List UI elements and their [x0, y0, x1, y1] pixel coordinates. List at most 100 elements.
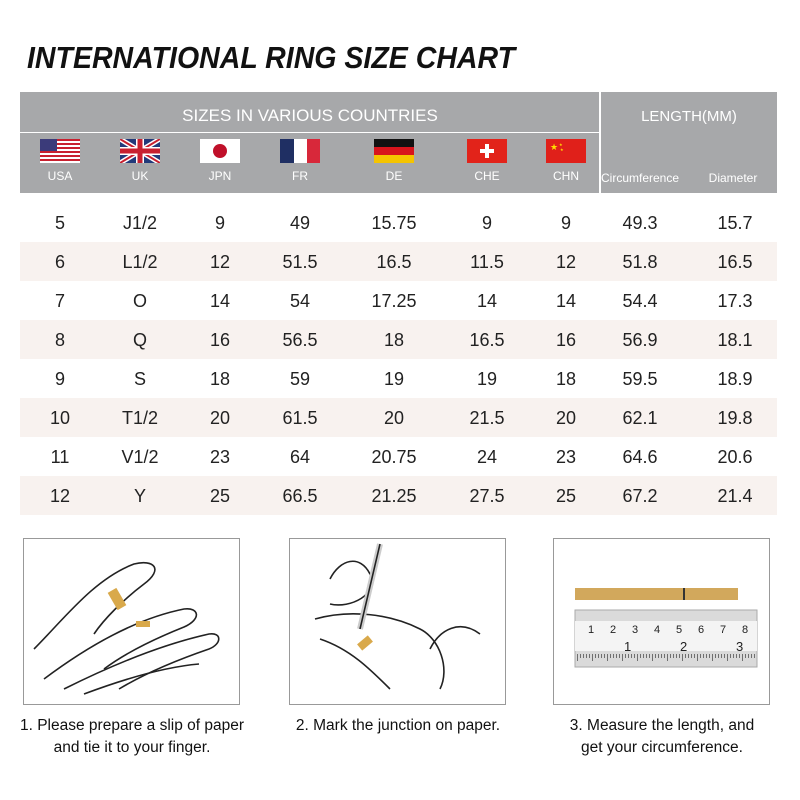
table-cell: 23 [209, 447, 231, 467]
table-cell: 17.25 [371, 291, 417, 311]
table-cell: 21.4 [717, 486, 753, 506]
table-cell: 20 [555, 408, 577, 428]
table-cell: 18 [555, 369, 577, 389]
table-cell: S [133, 369, 146, 389]
usa-flag-icon [40, 139, 80, 163]
table-cell: 24 [476, 447, 498, 467]
ruler-tick-label: 1 [624, 639, 631, 654]
table-cell: 23 [555, 447, 577, 467]
table-cell: 16.5 [469, 330, 505, 350]
table-cell: 12 [555, 252, 577, 272]
table-cell: 16.5 [717, 252, 753, 272]
step-2-caption: 2. Mark the junction on paper. [295, 717, 501, 734]
table-cell: 18 [209, 369, 231, 389]
table-cell: 18.1 [717, 330, 753, 350]
table-cell: 25 [209, 486, 231, 506]
table-cell: 49 [289, 213, 311, 233]
ruler-tick-label: 3 [736, 639, 743, 654]
table-cell: 54 [289, 291, 311, 311]
table-cell: 66.5 [282, 486, 318, 506]
table-cell: 9 [214, 213, 225, 233]
table-row: 11 V1/2 23 64 20.75 24 23 64.6 20.6 [20, 437, 777, 476]
table-row: 12 Y 25 66.5 21.25 27.5 25 67.2 21.4 [20, 476, 777, 515]
table-cell: 15.7 [717, 213, 753, 233]
length-header: LENGTH(MM) [641, 108, 737, 125]
country-chn: ★ ★ ★ CHN [526, 139, 606, 183]
table-cell: 14 [555, 291, 577, 311]
divider [599, 92, 601, 193]
table-cell: Q [132, 330, 147, 350]
table-cell: 59.5 [622, 369, 658, 389]
ruler-tick-label: 1 [588, 624, 594, 636]
country-che: CHE [447, 139, 527, 183]
ruler-tick-label: 3 [632, 624, 638, 636]
table-cell: 64.6 [622, 447, 658, 467]
table-cell: J1/2 [122, 213, 158, 233]
table-cell: 17.3 [717, 291, 753, 311]
table-cell: O [132, 291, 147, 311]
table-cell: 9 [54, 369, 65, 389]
table-cell: 5 [54, 213, 65, 233]
table-cell: 8 [54, 330, 65, 350]
table-row: 8 Q 16 56.5 18 16.5 16 56.9 18.1 [20, 320, 777, 359]
table-cell: 25 [555, 486, 577, 506]
svg-text:★: ★ [560, 147, 564, 152]
france-flag-icon [280, 139, 320, 163]
circumference-header: Circumference [600, 171, 680, 185]
table-cell: 20 [383, 408, 405, 428]
switzerland-flag-icon [467, 139, 507, 163]
table-cell: 61.5 [282, 408, 318, 428]
table-cell: 19 [383, 369, 405, 389]
table-cell: 16.5 [376, 252, 412, 272]
japan-flag-icon [200, 139, 240, 163]
table-cell: 18 [383, 330, 405, 350]
svg-text:★: ★ [559, 142, 563, 147]
table-cell: 10 [49, 408, 71, 428]
table-header: SIZES IN VARIOUS COUNTRIES LENGTH(MM) US… [20, 92, 777, 193]
table-cell: 20.6 [717, 447, 753, 467]
step-1-illustration [23, 538, 240, 705]
ruler-tick-label: 2 [610, 624, 616, 636]
table-row: 5 J1/2 9 49 15.75 9 9 49.3 15.7 [20, 203, 777, 242]
table-cell: 20 [209, 408, 231, 428]
country-de: DE [354, 139, 434, 183]
table-cell: L1/2 [122, 252, 158, 272]
table-cell: 51.8 [622, 252, 658, 272]
ruler-tick-label: 2 [680, 639, 687, 654]
table-cell: 51.5 [282, 252, 318, 272]
china-flag-icon: ★ ★★ [546, 139, 586, 163]
page-title: INTERNATIONAL RING SIZE CHART [27, 40, 516, 75]
table-cell: 27.5 [469, 486, 505, 506]
table-row: 10 T1/2 20 61.5 20 21.5 20 62.1 19.8 [20, 398, 777, 437]
table-cell: 9 [560, 213, 571, 233]
table-cell: 19.8 [717, 408, 753, 428]
table-cell: 18.9 [717, 369, 753, 389]
table-cell: 19 [476, 369, 498, 389]
table-cell: 21.25 [371, 486, 417, 506]
table-row: 7 O 14 54 17.25 14 14 54.4 17.3 [20, 281, 777, 320]
ruler-tick-label: 6 [698, 624, 704, 636]
country-usa: USA [20, 139, 100, 183]
table-cell: 20.75 [371, 447, 417, 467]
table-cell: 12 [209, 252, 231, 272]
table-cell: 11 [50, 447, 70, 467]
table-cell: 14 [209, 291, 231, 311]
table-cell: 9 [481, 213, 492, 233]
step-1-caption: 1. Please prepare a slip of paper and tie… [19, 717, 245, 756]
table-cell: 67.2 [622, 486, 658, 506]
divider [20, 132, 600, 133]
table-cell: 56.5 [282, 330, 318, 350]
table-cell: 62.1 [622, 408, 658, 428]
table-cell: 56.9 [622, 330, 658, 350]
ruler-tick-label: 8 [742, 624, 748, 636]
table-cell: 11.5 [470, 252, 504, 272]
table-cell: Y [133, 486, 146, 506]
step-3-caption: 3. Measure the length, and get your circu… [569, 717, 755, 756]
ruler-tick-label: 5 [676, 624, 682, 636]
sizes-header: SIZES IN VARIOUS COUNTRIES [182, 106, 438, 125]
table-cell: 6 [54, 252, 65, 272]
ruler-tick-label: 7 [720, 624, 726, 636]
table-cell: 21.5 [469, 408, 505, 428]
svg-text:★: ★ [550, 142, 558, 152]
